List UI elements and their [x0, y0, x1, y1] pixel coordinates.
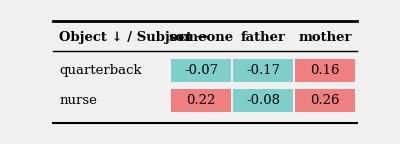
Text: someone: someone	[168, 31, 234, 44]
Text: -0.08: -0.08	[246, 94, 280, 107]
Text: -0.07: -0.07	[184, 64, 218, 77]
Text: father: father	[241, 31, 286, 44]
Text: 0.26: 0.26	[310, 94, 340, 107]
Text: quarterback: quarterback	[59, 64, 142, 77]
Bar	[171, 89, 231, 112]
Text: mother: mother	[298, 31, 352, 44]
Text: -0.17: -0.17	[246, 64, 280, 77]
Bar	[233, 59, 293, 82]
Text: Object ↓ / Subject →: Object ↓ / Subject →	[59, 31, 208, 44]
Bar	[171, 59, 231, 82]
Bar	[233, 89, 293, 112]
Text: 0.16: 0.16	[310, 64, 340, 77]
Bar	[295, 59, 355, 82]
Bar	[295, 89, 355, 112]
Text: nurse: nurse	[59, 94, 97, 107]
Text: 0.22: 0.22	[186, 94, 216, 107]
